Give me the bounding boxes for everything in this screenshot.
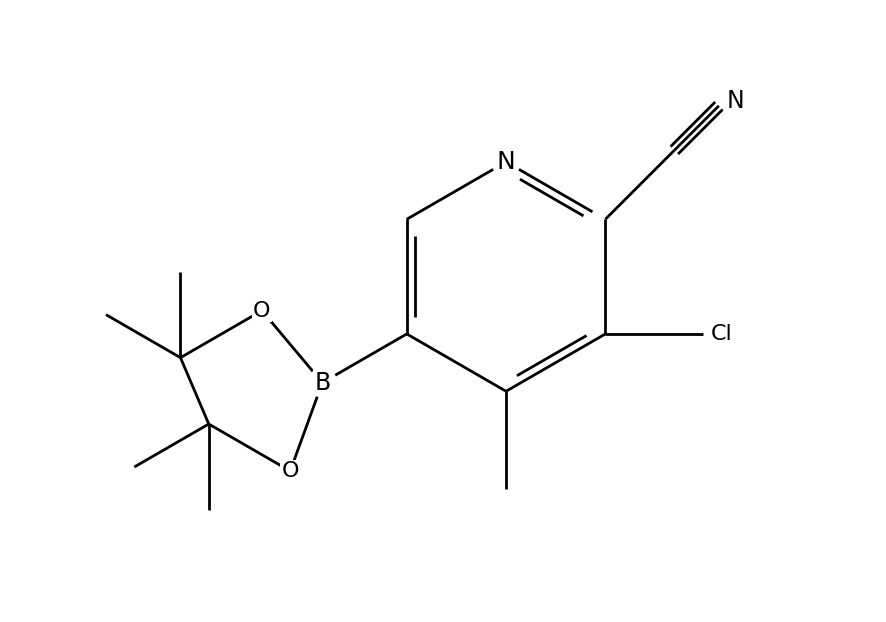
Text: O: O [282,461,299,481]
Text: N: N [497,150,516,174]
Text: O: O [253,300,270,320]
Text: Cl: Cl [711,324,733,344]
Text: B: B [315,371,330,395]
Text: N: N [727,89,744,113]
